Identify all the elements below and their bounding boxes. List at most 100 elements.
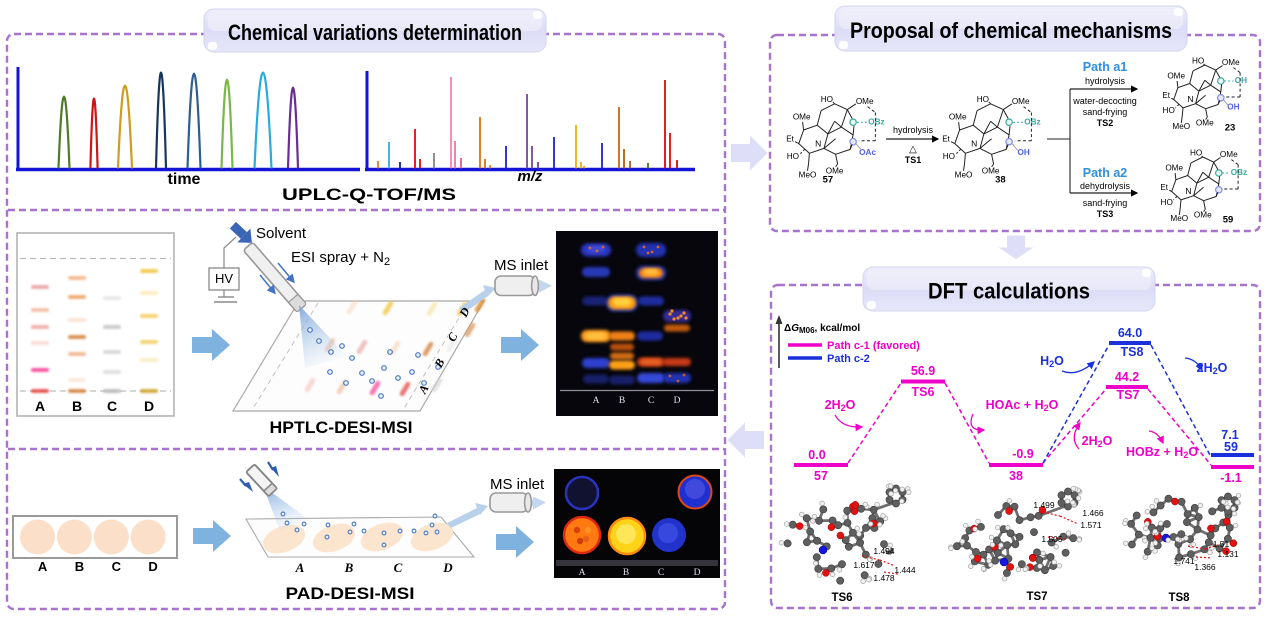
svg-text:MeO: MeO xyxy=(799,171,817,180)
svg-text:OBz: OBz xyxy=(1231,168,1247,177)
svg-text:1.131: 1.131 xyxy=(1217,549,1239,559)
svg-text:C: C xyxy=(107,398,117,414)
svg-text:OMe: OMe xyxy=(982,167,1000,176)
svg-text:OMe: OMe xyxy=(1220,150,1238,159)
svg-text:C: C xyxy=(112,559,122,574)
svg-text:Et: Et xyxy=(1160,183,1168,192)
svg-text:sand-frying: sand-frying xyxy=(1083,198,1128,208)
svg-text:HO: HO xyxy=(1190,148,1202,157)
svg-text:A: A xyxy=(38,559,48,574)
svg-text:UPLC-Q-TOF/MS: UPLC-Q-TOF/MS xyxy=(282,185,456,204)
svg-text:7.1: 7.1 xyxy=(1221,428,1238,442)
svg-text:Et: Et xyxy=(1162,91,1170,100)
svg-text:D: D xyxy=(674,396,681,406)
svg-text:Solvent: Solvent xyxy=(256,225,307,242)
svg-text:HV: HV xyxy=(215,271,233,286)
svg-text:D: D xyxy=(442,560,453,575)
svg-text:MS inlet: MS inlet xyxy=(494,257,549,274)
svg-text:TS8: TS8 xyxy=(1121,345,1144,359)
svg-text:PAD-DESI-MSI: PAD-DESI-MSI xyxy=(286,584,415,603)
svg-text:D: D xyxy=(144,398,154,414)
svg-text:2H2O: 2H2O xyxy=(1082,434,1113,449)
svg-text:ESI spray + N2: ESI spray + N2 xyxy=(291,249,390,268)
svg-text:HO: HO xyxy=(821,95,833,104)
svg-text:A: A xyxy=(593,396,600,406)
svg-text:N: N xyxy=(971,139,977,149)
svg-text:hydrolysis: hydrolysis xyxy=(893,125,934,135)
svg-text:OH: OH xyxy=(1017,148,1029,157)
svg-text:38: 38 xyxy=(995,174,1006,185)
svg-text:TS7: TS7 xyxy=(1026,591,1047,603)
svg-text:TS6: TS6 xyxy=(912,385,935,399)
svg-text:OMe: OMe xyxy=(826,167,844,176)
svg-text:water-decocting: water-decocting xyxy=(1072,96,1137,106)
svg-text:MS inlet: MS inlet xyxy=(490,476,545,493)
svg-text:1.466: 1.466 xyxy=(1082,508,1104,518)
svg-text:MeO: MeO xyxy=(1170,214,1188,223)
svg-text:N: N xyxy=(815,139,821,149)
svg-text:OMe: OMe xyxy=(949,112,967,121)
svg-text:23: 23 xyxy=(1225,123,1236,134)
svg-text:OMe: OMe xyxy=(793,112,811,121)
svg-text:OMe: OMe xyxy=(856,97,874,106)
svg-text:1.499: 1.499 xyxy=(1033,500,1055,510)
svg-text:HPTLC-DESI-MSI: HPTLC-DESI-MSI xyxy=(270,418,413,437)
svg-text:1.571: 1.571 xyxy=(1080,520,1102,530)
svg-text:Proposal of chemical mechanism: Proposal of chemical mechanisms xyxy=(850,18,1172,43)
svg-text:B: B xyxy=(619,396,625,406)
svg-text:1.51: 1.51 xyxy=(1213,539,1230,549)
svg-text:OAc: OAc xyxy=(859,148,876,157)
svg-text:OMe: OMe xyxy=(1167,72,1185,81)
svg-text:HO: HO xyxy=(787,152,799,161)
svg-text:OH: OH xyxy=(1235,76,1247,85)
svg-text:C: C xyxy=(658,568,664,578)
svg-text:B: B xyxy=(75,559,84,574)
svg-text:HO: HO xyxy=(1163,106,1175,115)
svg-text:57: 57 xyxy=(823,174,834,185)
svg-text:1.478: 1.478 xyxy=(873,573,895,583)
svg-text:2H2O: 2H2O xyxy=(825,398,856,413)
svg-text:m/z: m/z xyxy=(517,168,543,185)
svg-text:44.2: 44.2 xyxy=(1115,370,1139,384)
svg-text:sand-frying: sand-frying xyxy=(1083,107,1128,117)
svg-text:C: C xyxy=(648,396,654,406)
svg-text:59: 59 xyxy=(1224,440,1238,454)
svg-text:HOBz + H2O: HOBz + H2O xyxy=(1126,445,1198,460)
svg-text:B: B xyxy=(623,568,629,578)
svg-text:OMe: OMe xyxy=(1012,97,1030,106)
svg-text:time: time xyxy=(168,171,201,188)
svg-text:1.494: 1.494 xyxy=(873,546,895,556)
svg-text:OMe: OMe xyxy=(1194,211,1212,220)
svg-text:1.444: 1.444 xyxy=(894,565,916,575)
svg-text:MeO: MeO xyxy=(1172,122,1190,131)
svg-text:A: A xyxy=(579,568,586,578)
svg-text:HOAc + H2O: HOAc + H2O xyxy=(986,398,1059,413)
svg-text:TS1: TS1 xyxy=(905,155,922,165)
svg-text:H2O: H2O xyxy=(1040,354,1064,369)
svg-text:D: D xyxy=(148,559,157,574)
svg-text:Path a1: Path a1 xyxy=(1083,60,1128,74)
svg-text:Et: Et xyxy=(786,135,794,144)
svg-text:TS7: TS7 xyxy=(1117,388,1140,402)
svg-text:2H2O: 2H2O xyxy=(1197,361,1228,376)
svg-text:OMe: OMe xyxy=(1196,119,1214,128)
svg-text:B: B xyxy=(344,560,354,575)
svg-text:HO: HO xyxy=(1161,198,1173,207)
svg-text:OMe: OMe xyxy=(1222,58,1240,67)
svg-text:OH: OH xyxy=(1227,103,1239,112)
svg-text:C: C xyxy=(394,560,403,575)
svg-text:dehydrolysis: dehydrolysis xyxy=(1080,181,1131,191)
svg-text:MeO: MeO xyxy=(955,171,973,180)
svg-text:N: N xyxy=(1187,94,1193,104)
svg-text:OBz: OBz xyxy=(1024,118,1040,127)
svg-text:HO: HO xyxy=(977,95,989,104)
svg-text:Chemical variations determinat: Chemical variations determination xyxy=(228,20,522,45)
svg-text:64.0: 64.0 xyxy=(1118,326,1142,340)
svg-text:D: D xyxy=(694,568,701,578)
svg-text:1.505: 1.505 xyxy=(1041,534,1063,544)
svg-text:1.617: 1.617 xyxy=(853,560,875,570)
svg-text:Et: Et xyxy=(942,135,950,144)
svg-text:HO: HO xyxy=(943,152,955,161)
svg-text:△: △ xyxy=(909,144,917,155)
svg-text:1.366: 1.366 xyxy=(1194,562,1216,572)
